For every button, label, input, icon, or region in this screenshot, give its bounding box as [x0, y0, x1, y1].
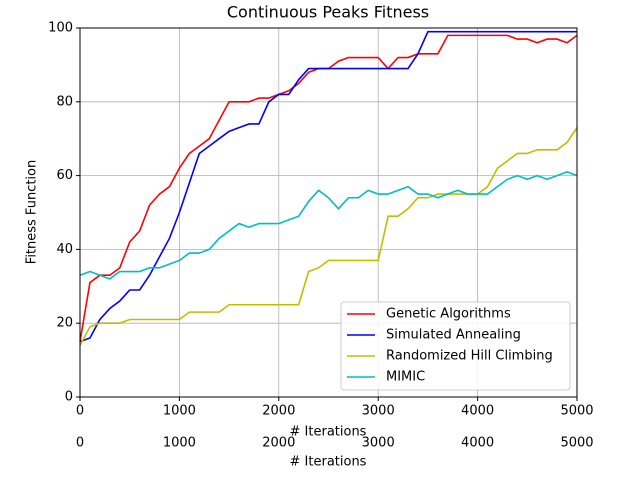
legend-label: Genetic Algorithms: [386, 307, 511, 322]
legend-label: Simulated Annealing: [386, 328, 521, 343]
series-line: [79, 30, 577, 343]
x-tick-label: 5000: [560, 404, 593, 419]
series-line: [79, 127, 578, 346]
x-axis-label: # Iterations: [290, 425, 367, 440]
y-tick-label: 20: [56, 316, 73, 331]
y-axis-label: Fitness Function: [25, 160, 40, 264]
chart-title: Continuous Peaks Fitness: [227, 3, 429, 22]
x-tick-label: 1000: [163, 404, 196, 419]
series-line: [79, 171, 578, 280]
x-tick-label-duplicate: 1000: [163, 436, 196, 451]
x-axis-label-duplicate: # Iterations: [290, 455, 367, 470]
x-tick-label-duplicate: 5000: [560, 436, 593, 451]
y-tick-label: 40: [56, 242, 73, 257]
legend-label: Randomized Hill Climbing: [386, 349, 553, 364]
x-tick-label: 3000: [362, 404, 395, 419]
y-tick-label: 0: [65, 390, 73, 405]
y-tick-label: 60: [56, 168, 73, 183]
y-tick-label: 100: [48, 21, 73, 36]
x-tick-label: 4000: [461, 404, 494, 419]
x-tick-label-duplicate: 3000: [362, 436, 395, 451]
legend-box: [340, 301, 571, 391]
y-tick-label: 80: [56, 94, 73, 109]
x-tick-label: 0: [76, 404, 84, 419]
x-tick-label: 2000: [262, 404, 295, 419]
legend-label: MIMIC: [386, 370, 425, 385]
x-tick-label-duplicate: 4000: [461, 436, 494, 451]
x-tick-label-duplicate: 0: [76, 436, 84, 451]
plot-frame: [79, 27, 578, 398]
x-tick-label-duplicate: 2000: [262, 436, 295, 451]
